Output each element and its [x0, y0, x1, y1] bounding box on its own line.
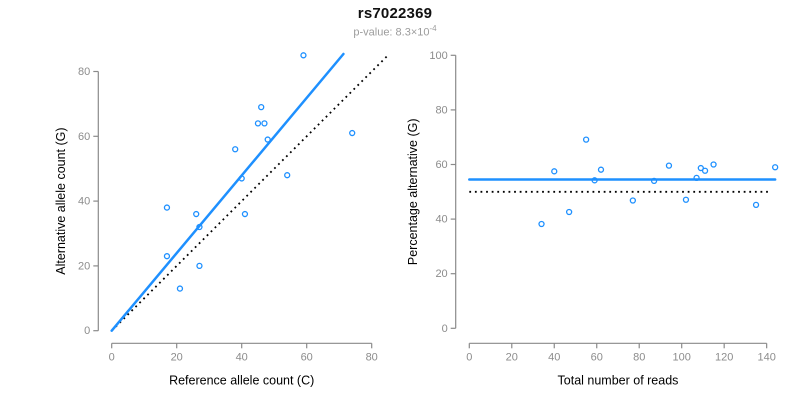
- x-axis-label: Total number of reads: [558, 374, 679, 388]
- data-point: [264, 136, 271, 143]
- x-tick-label: 80: [633, 351, 645, 363]
- x-tick-label: 60: [301, 351, 313, 363]
- y-tick-label: 60: [435, 159, 447, 171]
- data-point: [300, 52, 307, 59]
- x-tick-label: 40: [548, 351, 560, 363]
- data-point: [710, 161, 717, 168]
- data-point: [258, 103, 265, 111]
- x-tick-label: 40: [236, 351, 248, 363]
- data-point: [565, 208, 573, 216]
- data-point: [551, 168, 558, 175]
- data-point: [196, 262, 203, 270]
- data-point: [232, 146, 239, 153]
- y-tick-label: 20: [78, 260, 90, 272]
- y-tick-label: 80: [435, 104, 447, 116]
- x-tick-label: 80: [366, 351, 378, 363]
- data-point: [254, 120, 262, 127]
- y-tick-label: 40: [435, 214, 447, 226]
- y-tick-label: 80: [78, 66, 90, 78]
- x-tick-label: 20: [506, 351, 518, 363]
- data-point: [163, 253, 171, 260]
- data-point: [241, 210, 249, 218]
- data-point: [629, 197, 636, 204]
- y-tick-label: 20: [435, 268, 447, 280]
- x-tick-label: 140: [757, 351, 775, 363]
- data-point: [591, 177, 598, 184]
- data-point: [196, 223, 203, 231]
- data-point: [163, 204, 171, 211]
- x-tick-label: 20: [171, 351, 183, 363]
- data-point: [176, 285, 184, 292]
- data-point: [538, 220, 545, 228]
- data-point: [597, 166, 605, 173]
- data-point: [582, 136, 590, 143]
- data-point: [193, 210, 200, 218]
- plot-percentage-vs-reads: 0 20 40 60 80 100 0 20 40 60 80 100 120 140 Total numb…: [406, 50, 779, 388]
- y-axis-label: Percentage alternative (G): [406, 118, 420, 265]
- data-point: [665, 162, 673, 169]
- y-tick-label: 100: [429, 50, 447, 62]
- data-point: [349, 129, 356, 137]
- data-point: [701, 167, 709, 174]
- plot-allele-counts: 0 20 40 60 80 0 20 40 60 80 Reference allele count…: [54, 52, 388, 388]
- x-tick-label: 100: [673, 351, 691, 363]
- data-point: [752, 201, 760, 209]
- x-axis-label: Reference allele count (C): [169, 374, 314, 388]
- data-point: [772, 164, 779, 171]
- y-tick-label: 0: [442, 323, 448, 335]
- data-point: [261, 120, 268, 127]
- data-point: [693, 174, 700, 182]
- x-tick-label: 60: [591, 351, 603, 363]
- fit-line: [110, 52, 345, 332]
- y-axis-label: Alternative allele count (G): [54, 127, 68, 274]
- y-tick-label: 40: [78, 196, 90, 208]
- x-tick-label: 120: [715, 351, 733, 363]
- data-point: [697, 164, 704, 172]
- y-tick-label: 60: [78, 131, 90, 143]
- data-point: [238, 175, 245, 182]
- data-point: [650, 177, 658, 185]
- reference-dotted-line: [111, 55, 388, 332]
- x-tick-label: 0: [109, 351, 115, 363]
- y-tick-label: 0: [84, 325, 90, 337]
- x-tick-label: 0: [466, 351, 472, 363]
- data-point: [682, 196, 690, 203]
- data-point: [284, 172, 291, 179]
